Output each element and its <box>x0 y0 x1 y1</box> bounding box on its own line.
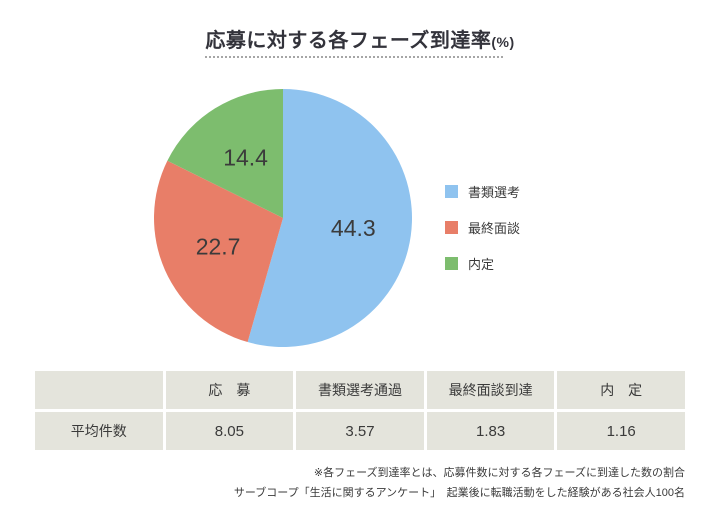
legend-swatch-blue <box>445 185 458 198</box>
table-cell-shorui-senkou-tsuuka: 3.57 <box>296 412 424 450</box>
footnote-source: サーブコープ「生活に関するアンケート」 起業後に転職活動をした経験がある社会人1… <box>233 487 685 500</box>
legend-label: 内定 <box>468 257 495 272</box>
footnote-definition: ※各フェーズ到達率とは、応募件数に対する各フェーズに到達した数の割合 <box>313 467 685 479</box>
legend-label: 書類選考 <box>468 185 521 200</box>
table-cell-saishuu-mendan-toutatsu: 1.83 <box>426 412 555 450</box>
page-title: 応募に対する各フェーズ到達率(%) <box>0 24 720 53</box>
title-underline <box>205 56 505 58</box>
legend-swatch-green <box>445 257 458 270</box>
pie-value-label-1: 22.7 <box>196 234 241 260</box>
table-header-empty <box>35 371 163 409</box>
table-header-oubo: 応 募 <box>165 371 294 409</box>
pie-slice-1 <box>154 160 283 343</box>
pie-slice-0 <box>247 89 412 347</box>
table-header-saishuu-mendan-toutatsu: 最終面談到達 <box>426 371 555 409</box>
pie-slice-2 <box>167 89 283 218</box>
summary-table: 応 募 書類選考通過 最終面談到達 内 定 平均件数 8.05 3.57 1.8… <box>35 371 685 450</box>
pie-chart: 44.3 22.7 14.4 <box>154 89 412 347</box>
footnotes: ※各フェーズ到達率とは、応募件数に対する各フェーズに到達した数の割合 サーブコー… <box>234 463 685 504</box>
table-header-shorui-senkou-tsuuka: 書類選考通過 <box>296 371 424 409</box>
legend-swatch-red <box>445 221 458 234</box>
pie-value-label-0: 44.3 <box>331 215 376 241</box>
chart-legend: 書類選考 最終面談 内定 <box>445 182 520 290</box>
legend-label: 最終面談 <box>468 221 521 236</box>
legend-item-shorui-senkou: 書類選考 <box>445 182 520 201</box>
page-title-text: 応募に対する各フェーズ到達率 <box>205 30 492 52</box>
page-title-suffix: (%) <box>491 34 515 50</box>
legend-item-saishuu-mendan: 最終面談 <box>445 218 520 237</box>
table-row-label: 平均件数 <box>35 412 163 450</box>
table-cell-oubo: 8.05 <box>165 412 294 450</box>
table-cell-naitei: 1.16 <box>557 412 685 450</box>
legend-item-naitei: 内定 <box>445 254 520 273</box>
pie-value-label-2: 14.4 <box>223 145 268 171</box>
table-header-naitei: 内 定 <box>557 371 685 409</box>
